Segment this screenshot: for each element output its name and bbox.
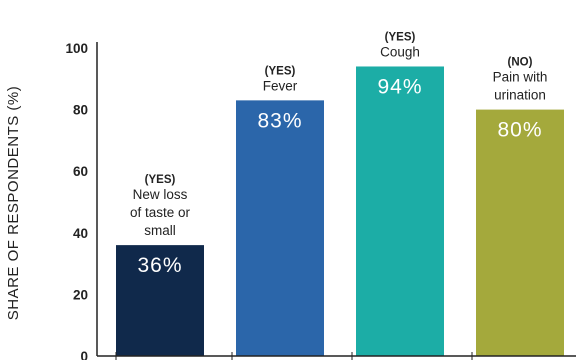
bar-category-label: Fever xyxy=(263,78,298,93)
bar xyxy=(356,66,444,356)
bar-category-label: New loss xyxy=(133,187,188,202)
bar-answer-label: (YES) xyxy=(385,31,416,43)
bar-value-label: 80% xyxy=(497,119,542,142)
bar-value-label: 83% xyxy=(257,109,302,132)
bar-category-label: urination xyxy=(494,88,546,103)
bar-category-label: small xyxy=(144,223,176,238)
y-tick-label: 60 xyxy=(73,164,88,179)
y-tick-label: 0 xyxy=(80,349,88,360)
bars: 36% New loss of taste or small (YES) 83% Fever… xyxy=(116,31,564,356)
bar xyxy=(476,110,564,356)
bar-category-label: Cough xyxy=(380,44,420,59)
bar-answer-label: (YES) xyxy=(145,174,176,186)
bar xyxy=(236,100,324,356)
bar-value-label: 94% xyxy=(377,75,422,98)
y-axis-label: SHARE OF RESPONDENTS (%) xyxy=(5,86,22,321)
y-tick-label: 40 xyxy=(73,226,88,241)
bar-category-label: Pain with xyxy=(493,70,548,85)
bar-answer-label: (NO) xyxy=(508,57,533,69)
bar-value-label: 36% xyxy=(137,254,182,277)
bar-answer-label: (YES) xyxy=(265,65,296,77)
y-tick-label: 20 xyxy=(73,287,88,302)
y-tick-label: 80 xyxy=(73,103,88,118)
bar-category-label: of taste or xyxy=(130,205,191,220)
y-axis-ticks: 0 20 40 60 80 100 xyxy=(65,41,88,360)
y-tick-label: 100 xyxy=(65,41,88,56)
